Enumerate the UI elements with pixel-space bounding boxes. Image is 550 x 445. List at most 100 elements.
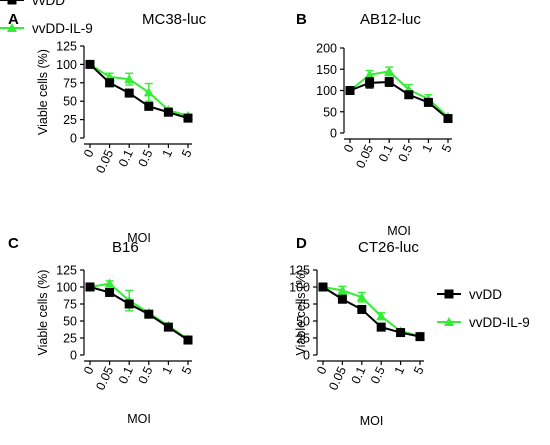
y-tick-label: 50 (63, 95, 77, 109)
y-tick-label: 100 (56, 281, 77, 295)
x-tick-label: 0.1 (348, 364, 368, 386)
y-axis-label: Viable cells (%) (36, 49, 50, 135)
data-point (396, 328, 406, 338)
data-point (163, 322, 173, 332)
x-tick-label: 0.05 (93, 364, 116, 392)
y-tick-label: 100 (56, 58, 77, 72)
data-point (144, 101, 154, 111)
y-tick-label: 150 (316, 63, 337, 77)
panel-title: CT26-luc (358, 239, 419, 256)
y-tick-label: 125 (289, 264, 310, 278)
data-point (384, 66, 395, 76)
data-point (376, 322, 386, 332)
x-tick-label: 0 (81, 147, 97, 159)
data-point (85, 282, 95, 292)
data-point (337, 294, 347, 304)
data-point (404, 90, 414, 100)
data-point (364, 69, 375, 79)
panel-label: D (296, 235, 307, 252)
data-point (85, 59, 95, 69)
data-point (384, 77, 394, 87)
y-tick-label: 0 (330, 127, 337, 141)
data-point (124, 88, 134, 98)
legend-label: vvDD-IL-9 (32, 21, 93, 36)
x-tick-label: 5 (179, 147, 195, 159)
y-tick-label: 125 (56, 40, 77, 54)
legend-label: vvDD (32, 0, 65, 8)
series-vvdd-il-9 (85, 59, 193, 120)
panel-label: C (8, 235, 19, 252)
y-tick-label: 50 (323, 105, 337, 119)
x-tick-label: 0.1 (116, 364, 136, 386)
x-tick-label: 0.1 (376, 142, 396, 164)
data-point (183, 335, 193, 345)
x-tick-label: 5 (179, 364, 195, 376)
y-axis-label: Viable cells (%) (294, 270, 308, 356)
y-tick-label: 125 (56, 264, 77, 278)
legend-marker (7, 0, 17, 5)
x-tick-label: 0.5 (368, 364, 388, 386)
series-line (349, 80, 449, 120)
data-point (337, 285, 348, 295)
x-tick-label: 0 (314, 364, 330, 376)
panel-label: A (8, 11, 19, 28)
series-vvdd (345, 77, 453, 124)
x-tick-label: 1 (419, 142, 435, 154)
x-tick-label: 0.05 (326, 364, 349, 392)
data-point (376, 311, 387, 321)
legend: vvDD vvDD-IL-9 (0, 0, 93, 36)
data-point (345, 86, 355, 95)
y-tick-label: 25 (63, 113, 77, 127)
data-point (356, 292, 367, 302)
data-point (105, 287, 115, 297)
y-tick-label: 0 (70, 349, 77, 363)
legend-marker (444, 317, 454, 326)
y-tick-label: 75 (63, 76, 77, 90)
x-axis-label: MOI (387, 224, 411, 238)
data-point (318, 282, 328, 292)
y-axis-label: Viable cells (%) (36, 270, 50, 356)
y-tick-label: 100 (289, 281, 310, 295)
x-tick-label: 0.05 (93, 147, 116, 175)
panel-title: AB12-luc (360, 11, 421, 28)
data-point (443, 114, 453, 124)
data-point (124, 74, 135, 84)
panel-title: B16 (112, 239, 139, 256)
panel-title: MC38-luc (142, 11, 207, 28)
series-line (322, 286, 421, 338)
series-vvdd (85, 282, 193, 345)
y-tick-label: 25 (63, 332, 77, 346)
y-tick-label: 50 (63, 315, 77, 329)
series-line (89, 63, 189, 120)
data-point (163, 107, 173, 117)
x-tick-label: 0.05 (353, 142, 376, 170)
y-tick-label: 25 (296, 332, 310, 346)
x-axis-label: MOI (127, 412, 151, 426)
series-line (349, 70, 449, 118)
data-point (365, 78, 375, 88)
x-tick-label: 1 (159, 147, 175, 159)
x-tick-label: 5 (439, 142, 455, 154)
legend-marker (7, 23, 17, 32)
data-point (415, 332, 425, 342)
series-line (89, 63, 189, 117)
panel-label: B (296, 11, 307, 28)
x-tick-label: 0 (341, 142, 357, 154)
series-vvdd-il-9 (318, 282, 425, 340)
x-tick-label: 1 (392, 364, 408, 376)
y-tick-label: 100 (316, 84, 337, 98)
legend: vvDD vvDD-IL-9 (437, 287, 530, 330)
series-vvdd-il-9 (345, 66, 453, 121)
data-point (144, 309, 154, 319)
y-tick-label: 0 (303, 349, 310, 363)
x-axis-label: MOI (127, 231, 151, 245)
y-tick-label: 200 (316, 42, 337, 56)
legend-label: vvDD-IL-9 (469, 315, 530, 330)
legend-label: vvDD (469, 287, 502, 302)
x-tick-label: 0.5 (135, 147, 155, 169)
x-tick-label: 0.1 (116, 147, 136, 169)
